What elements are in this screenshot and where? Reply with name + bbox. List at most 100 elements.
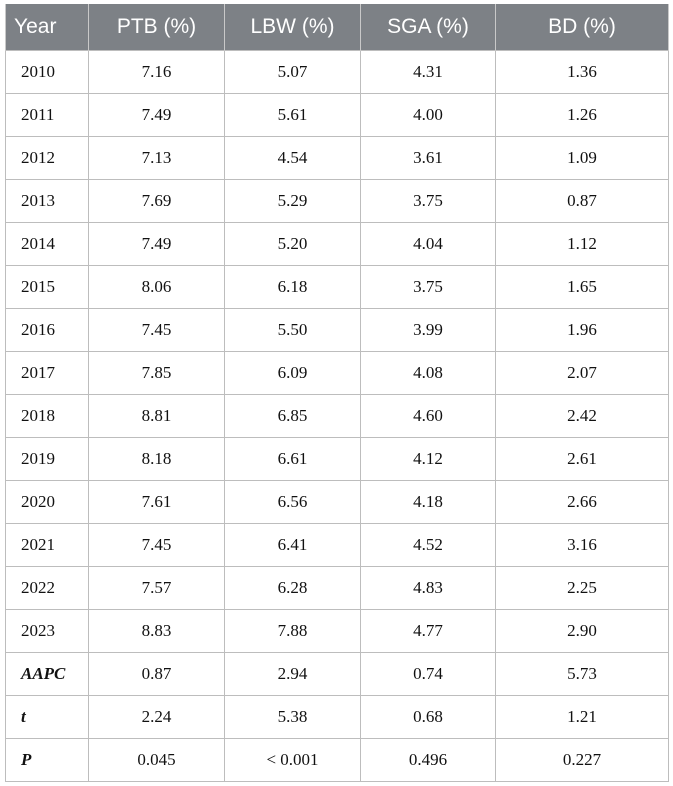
table-cell: 0.74 [360, 652, 496, 696]
table-cell: 1.12 [495, 222, 669, 266]
table-cell: 6.61 [224, 437, 361, 481]
table-cell: 3.61 [360, 136, 496, 180]
row-label: 2014 [5, 222, 89, 266]
table-cell: 6.28 [224, 566, 361, 610]
row-label: 2022 [5, 566, 89, 610]
table-cell: 2.07 [495, 351, 669, 395]
table-row: 2015 8.06 6.18 3.75 1.65 [5, 265, 669, 309]
table-cell: 2.94 [224, 652, 361, 696]
table-cell: 6.56 [224, 480, 361, 524]
table-cell: 6.09 [224, 351, 361, 395]
table-cell: 4.60 [360, 394, 496, 438]
table-cell: 2.90 [495, 609, 669, 653]
table-cell: 7.45 [88, 308, 225, 352]
table-cell: 0.045 [88, 738, 225, 782]
table-cell: 7.69 [88, 179, 225, 223]
table-cell: 6.85 [224, 394, 361, 438]
header-cell: PTB (%) [88, 4, 225, 51]
table-cell: 7.13 [88, 136, 225, 180]
table-row: 2022 7.57 6.28 4.83 2.25 [5, 566, 669, 610]
table-cell: 0.87 [495, 179, 669, 223]
table-row: 2010 7.16 5.07 4.31 1.36 [5, 50, 669, 94]
table-cell: 4.54 [224, 136, 361, 180]
table-row: 2016 7.45 5.50 3.99 1.96 [5, 308, 669, 352]
table-cell: 7.61 [88, 480, 225, 524]
table-cell: 7.57 [88, 566, 225, 610]
table-cell: 5.38 [224, 695, 361, 739]
row-label: 2010 [5, 50, 89, 94]
table-cell: 4.08 [360, 351, 496, 395]
table-cell: 8.06 [88, 265, 225, 309]
table-cell: 0.87 [88, 652, 225, 696]
table-cell: 7.85 [88, 351, 225, 395]
table-cell: 4.77 [360, 609, 496, 653]
row-label: 2019 [5, 437, 89, 481]
table-cell: 3.75 [360, 265, 496, 309]
table-cell: 2.66 [495, 480, 669, 524]
table-row: 2011 7.49 5.61 4.00 1.26 [5, 93, 669, 137]
table-cell: 4.12 [360, 437, 496, 481]
table-row: 2014 7.49 5.20 4.04 1.12 [5, 222, 669, 266]
table-row: t 2.24 5.38 0.68 1.21 [5, 695, 669, 739]
table-cell: 7.45 [88, 523, 225, 567]
table-cell: 3.99 [360, 308, 496, 352]
table-cell: < 0.001 [224, 738, 361, 782]
table-header: Year PTB (%) LBW (%) SGA (%) BD (%) [5, 4, 669, 51]
table-cell: 5.07 [224, 50, 361, 94]
table-body: 2010 7.16 5.07 4.31 1.36 2011 7.49 5.61 4.00 1.26… [5, 50, 669, 782]
table-cell: 3.75 [360, 179, 496, 223]
table-row: AAPC 0.87 2.94 0.74 5.73 [5, 652, 669, 696]
row-label: 2017 [5, 351, 89, 395]
table-row: 2020 7.61 6.56 4.18 2.66 [5, 480, 669, 524]
row-label: 2020 [5, 480, 89, 524]
table-row: 2013 7.69 5.29 3.75 0.87 [5, 179, 669, 223]
table-cell: 4.04 [360, 222, 496, 266]
table-cell: 6.41 [224, 523, 361, 567]
table-cell: 8.18 [88, 437, 225, 481]
header-cell: SGA (%) [360, 4, 496, 51]
table-cell: 1.65 [495, 265, 669, 309]
table-cell: 2.42 [495, 394, 669, 438]
table-row: 2012 7.13 4.54 3.61 1.09 [5, 136, 669, 180]
table-cell: 2.61 [495, 437, 669, 481]
table-cell: 2.24 [88, 695, 225, 739]
table-cell: 0.227 [495, 738, 669, 782]
table-cell: 2.25 [495, 566, 669, 610]
table-row: 2017 7.85 6.09 4.08 2.07 [5, 351, 669, 395]
table-cell: 3.16 [495, 523, 669, 567]
table-cell: 1.09 [495, 136, 669, 180]
row-label: 2016 [5, 308, 89, 352]
data-table: Year PTB (%) LBW (%) SGA (%) BD (%) 2010 7.16… [5, 4, 669, 782]
table-cell: 0.68 [360, 695, 496, 739]
table-cell: 1.96 [495, 308, 669, 352]
table-cell: 4.31 [360, 50, 496, 94]
table-cell: 5.73 [495, 652, 669, 696]
table-cell: 7.49 [88, 93, 225, 137]
row-label: 2021 [5, 523, 89, 567]
table-cell: 5.29 [224, 179, 361, 223]
row-label: 2011 [5, 93, 89, 137]
header-cell: Year [5, 4, 89, 51]
table-cell: 6.18 [224, 265, 361, 309]
table-cell: 0.496 [360, 738, 496, 782]
table-cell: 5.61 [224, 93, 361, 137]
table-cell: 5.20 [224, 222, 361, 266]
row-label: 2013 [5, 179, 89, 223]
row-label: 2018 [5, 394, 89, 438]
table-cell: 1.26 [495, 93, 669, 137]
table-row: 2023 8.83 7.88 4.77 2.90 [5, 609, 669, 653]
table-cell: 8.81 [88, 394, 225, 438]
table-cell: 4.00 [360, 93, 496, 137]
table-cell: 8.83 [88, 609, 225, 653]
table-row: 2021 7.45 6.41 4.52 3.16 [5, 523, 669, 567]
header-cell: LBW (%) [224, 4, 361, 51]
row-label: AAPC [5, 652, 89, 696]
table-cell: 7.49 [88, 222, 225, 266]
row-label: 2012 [5, 136, 89, 180]
table-row: P 0.045 < 0.001 0.496 0.227 [5, 738, 669, 782]
table-row: 2019 8.18 6.61 4.12 2.61 [5, 437, 669, 481]
row-label: 2023 [5, 609, 89, 653]
table-cell: 1.36 [495, 50, 669, 94]
header-cell: BD (%) [495, 4, 669, 51]
